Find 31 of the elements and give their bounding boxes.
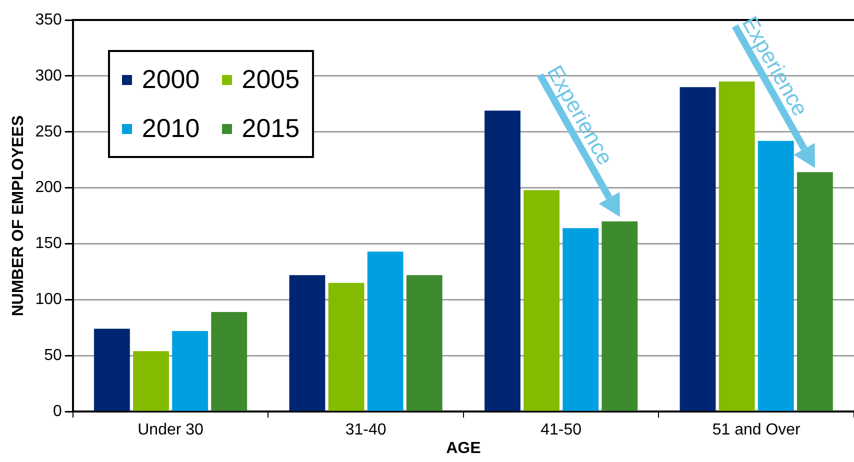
y-tick-label: 350 xyxy=(35,11,62,28)
y-tick-label: 100 xyxy=(35,291,62,308)
x-tick-label: 51 and Over xyxy=(712,422,802,439)
x-tick-label: Under 30 xyxy=(138,422,204,439)
x-axis-title: AGE xyxy=(446,440,482,457)
bar xyxy=(133,351,169,411)
bar xyxy=(172,331,208,411)
bar xyxy=(289,275,326,411)
bar xyxy=(484,110,520,411)
bar xyxy=(602,221,638,411)
bar xyxy=(406,275,442,411)
y-tick-label: 0 xyxy=(52,403,62,420)
y-tick-label: 300 xyxy=(35,67,62,84)
bar xyxy=(367,252,404,411)
x-tick-label: 41-50 xyxy=(540,422,582,439)
legend-label: 2015 xyxy=(242,113,300,144)
bar xyxy=(94,328,130,411)
bar xyxy=(328,282,364,411)
legend-label: 2005 xyxy=(242,64,300,95)
y-tick-label: 150 xyxy=(35,235,62,252)
bar xyxy=(211,312,248,411)
x-tick-label: 31-40 xyxy=(345,422,386,439)
bar xyxy=(680,87,716,411)
y-tick-label: 250 xyxy=(35,123,62,140)
y-axis-title: NUMBER OF EMPLOYEES xyxy=(10,115,28,316)
y-tick-label: 50 xyxy=(44,347,62,364)
y-tick-label: 200 xyxy=(35,179,62,196)
legend-label: 2010 xyxy=(142,113,200,144)
legend-label: 2000 xyxy=(142,64,200,95)
bar xyxy=(562,228,599,411)
bar xyxy=(796,172,833,411)
